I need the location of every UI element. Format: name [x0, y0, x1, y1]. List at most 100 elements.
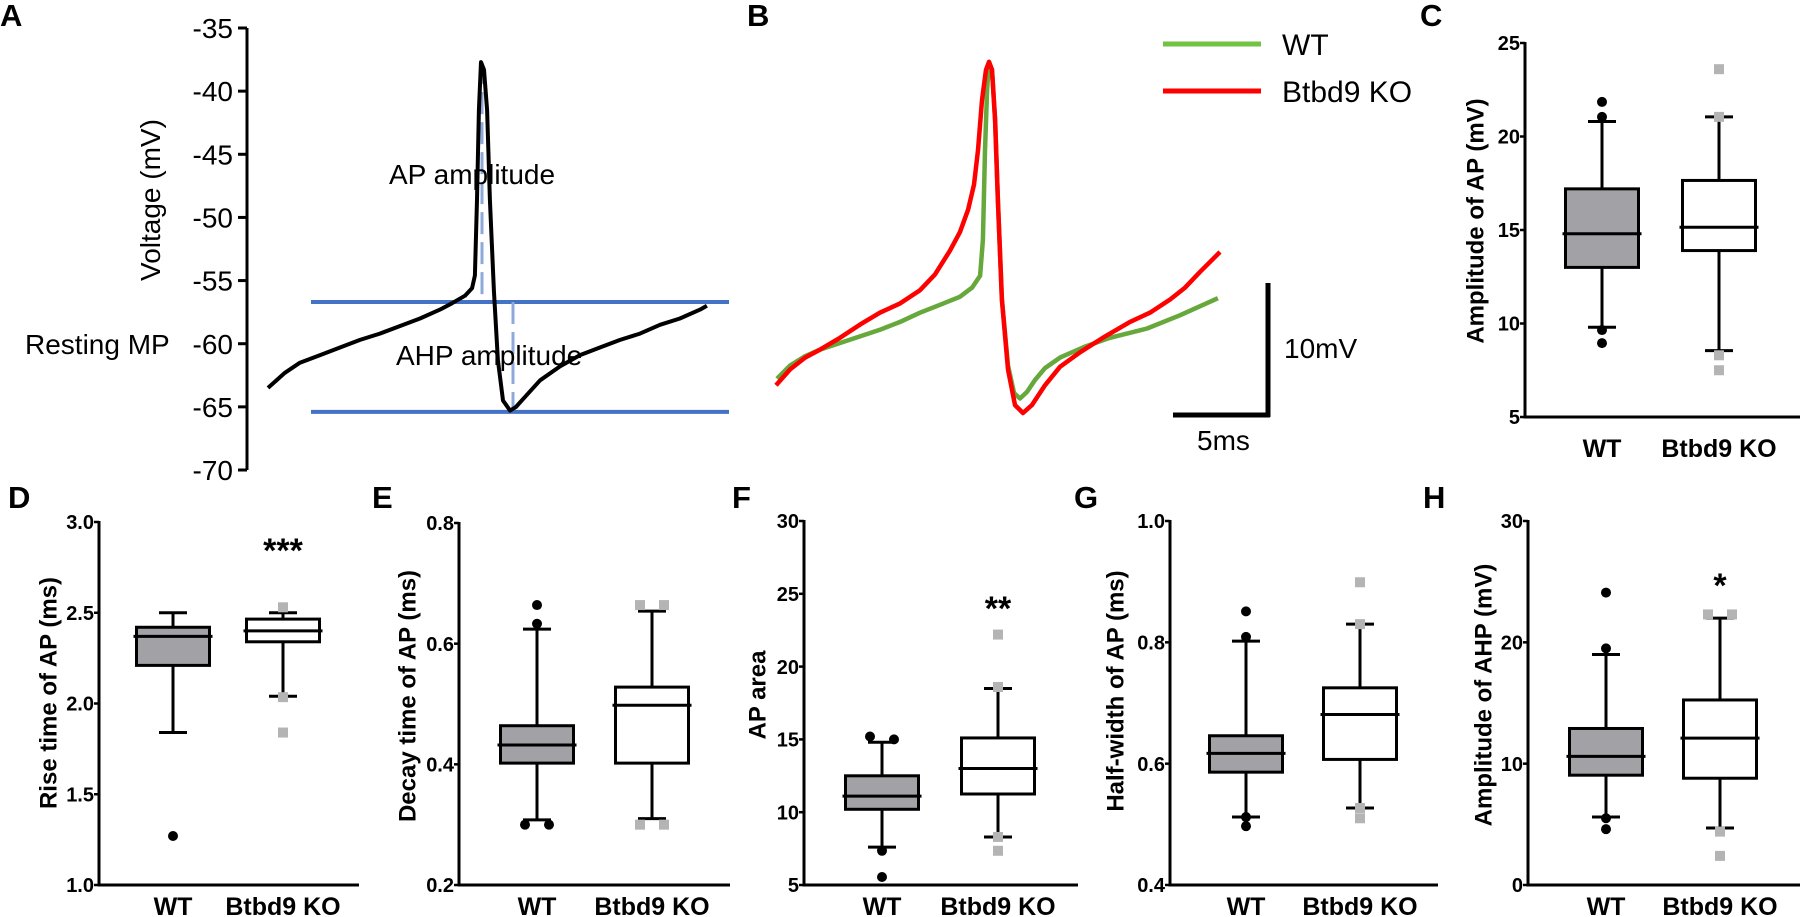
panel-label-b: B — [747, 0, 769, 33]
outlier-point — [1715, 850, 1725, 861]
box-wt — [1562, 96, 1642, 349]
ap-amplitude-label: AP amplitude — [389, 159, 555, 190]
x-category-label: Btbd9 KO — [1662, 893, 1777, 917]
significance-marker: *** — [263, 532, 303, 570]
outlier-point — [889, 734, 899, 745]
outlier-point — [1601, 813, 1611, 824]
y-tick-label: 10 — [1498, 314, 1520, 336]
outlier-point — [635, 600, 645, 611]
panel-label-a: A — [0, 0, 22, 33]
outlier-point — [877, 845, 887, 856]
outlier-point — [1703, 609, 1713, 620]
interquartile-box — [1681, 178, 1757, 253]
y-tick-label: 2.5 — [66, 603, 94, 625]
y-tick-label: 0.8 — [426, 513, 454, 535]
time-scale-label: 5ms — [1197, 425, 1250, 456]
outlier-point — [1355, 619, 1365, 630]
ko-trace — [774, 59, 1222, 416]
outlier-point — [1241, 821, 1251, 832]
interquartile-box — [135, 625, 211, 667]
y-tick-label: 0.2 — [426, 875, 454, 897]
interquartile-box — [1322, 686, 1398, 761]
box-ko — [612, 600, 692, 830]
outlier-point — [993, 831, 1003, 842]
box-wt — [133, 611, 213, 841]
y-tick-label: 30 — [1501, 511, 1523, 533]
outlier-point — [278, 602, 288, 613]
panel-label-e: E — [372, 480, 393, 515]
y-tick-label: 25 — [777, 584, 799, 606]
outlier-point — [659, 600, 669, 611]
y-tick-label: 20 — [1498, 127, 1520, 149]
outlier-point — [1714, 350, 1724, 361]
y-tick-label: 0.8 — [1137, 633, 1165, 655]
outlier-point — [993, 681, 1003, 692]
outlier-point — [278, 727, 288, 738]
y-tick-label: 3.0 — [66, 512, 94, 534]
y-tick-label: -35 — [193, 13, 233, 44]
outlier-point — [1727, 609, 1737, 620]
action-potential-trace — [266, 60, 708, 413]
x-category-label: WT — [1227, 893, 1266, 917]
outlier-point — [1715, 826, 1725, 837]
panel-label-h: H — [1423, 480, 1445, 515]
panel-b: B WT Btbd9 KO 10mV 5ms — [747, 0, 1412, 456]
y-tick-label: -45 — [193, 139, 233, 170]
outlier-point — [659, 819, 669, 830]
outlier-point — [1601, 587, 1611, 598]
panel-h: H 0 10 20 30 Amplitude of AHP (mV) WT Btbd9 KO * — [1423, 480, 1800, 917]
x-category-label: Btbd9 KO — [225, 893, 340, 917]
interquartile-box — [1564, 187, 1640, 269]
box-ko — [958, 629, 1038, 856]
y-tick-label: 20 — [777, 657, 799, 679]
outlier-point — [168, 830, 178, 841]
y-tick-label: 0 — [1512, 875, 1523, 897]
y-tick-label: -70 — [193, 455, 233, 486]
outlier-point — [544, 819, 554, 830]
ahp-amplitude-label: AHP amplitude — [396, 340, 582, 371]
y-tick-label: 15 — [1498, 220, 1520, 242]
outlier-point — [1597, 111, 1607, 122]
y-tick-label: 20 — [1501, 633, 1523, 655]
y-tick-label: 5 — [1509, 407, 1520, 429]
x-category-label: Btbd9 KO — [940, 893, 1055, 917]
significance-marker: * — [1713, 567, 1727, 605]
outlier-point — [520, 819, 530, 830]
panel-c: C 5 10 15 20 25 Amplitude of AP (mV) WT Btbd9 KO — [1420, 0, 1800, 463]
outlier-point — [532, 600, 542, 611]
y-axis-label: Half-width of AP (ms) — [1103, 570, 1130, 811]
box-ko — [1320, 577, 1400, 824]
outlier-point — [1597, 338, 1607, 349]
outlier-point — [635, 819, 645, 830]
x-category-label: Btbd9 KO — [1302, 893, 1417, 917]
outlier-point — [865, 731, 875, 742]
panel-a: A -35 -40 -45 -50 -55 -60 -65 -70 Voltage (mV) Res… — [0, 0, 729, 486]
y-tick-label: 0.4 — [1137, 875, 1166, 897]
y-axis-label: Amplitude of AP (mV) — [1463, 98, 1490, 343]
interquartile-box — [960, 736, 1036, 796]
y-axis-label: AP area — [745, 650, 772, 740]
x-category-label: WT — [154, 893, 193, 917]
y-tick-label: -65 — [193, 392, 233, 423]
legend-wt-label: WT — [1282, 29, 1329, 62]
y-tick-label: -60 — [193, 329, 233, 360]
y-tick-label: -55 — [193, 266, 233, 297]
resting-mp-label: Resting MP — [25, 329, 170, 360]
box-ko — [243, 602, 323, 738]
x-category-label: WT — [1583, 435, 1622, 463]
y-tick-label: 0.4 — [426, 755, 455, 777]
significance-marker: ** — [985, 590, 1012, 628]
y-tick-label: 0.6 — [426, 634, 454, 656]
outlier-point — [1714, 111, 1724, 122]
outlier-point — [1597, 96, 1607, 107]
panel-label-f: F — [732, 480, 751, 515]
outlier-point — [1714, 64, 1724, 75]
y-axis-label: Decay time of AP (ms) — [395, 570, 422, 822]
panel-label-g: G — [1074, 480, 1098, 515]
y-tick-label: -40 — [193, 76, 233, 107]
x-category-label: WT — [518, 893, 557, 917]
legend-ko-label: Btbd9 KO — [1282, 76, 1412, 109]
outlier-point — [993, 629, 1003, 640]
outlier-point — [1241, 606, 1251, 617]
y-tick-label: 1.0 — [1137, 511, 1165, 533]
